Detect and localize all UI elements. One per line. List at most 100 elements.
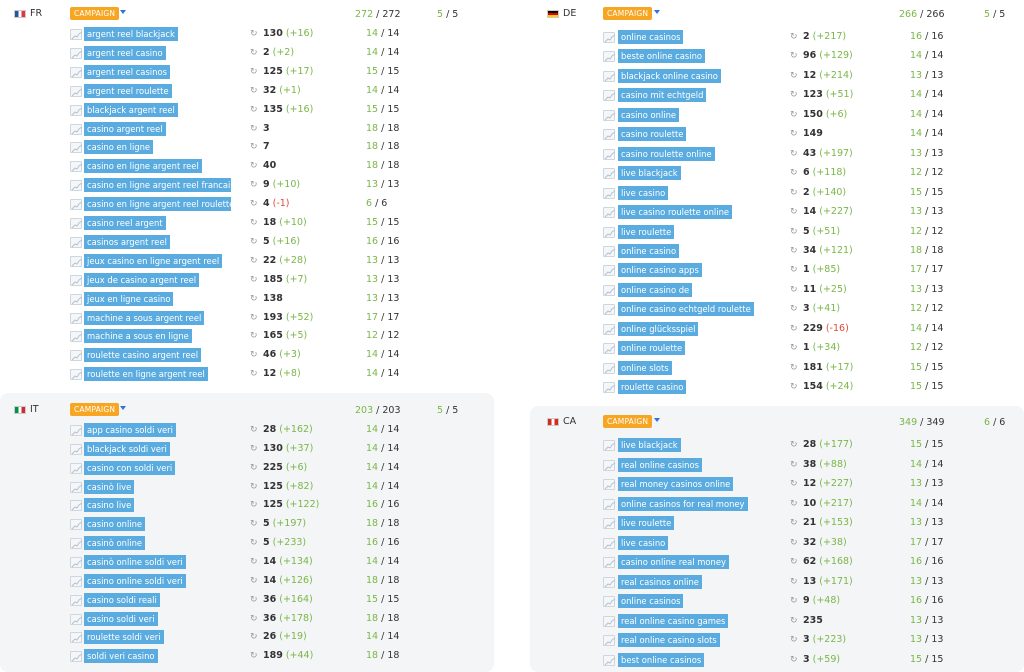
- refresh-icon[interactable]: ↻: [250, 274, 258, 285]
- refresh-icon[interactable]: ↻: [250, 425, 258, 435]
- trend-chart-icon[interactable]: [70, 29, 83, 40]
- keyword-label[interactable]: roulette soldi veri: [84, 630, 164, 645]
- campaign-dropdown-chevron-icon[interactable]: [120, 10, 126, 14]
- refresh-icon[interactable]: ↻: [250, 519, 258, 530]
- refresh-icon[interactable]: ↻: [250, 538, 258, 549]
- refresh-icon[interactable]: ↻: [250, 462, 258, 473]
- keyword-label[interactable]: app casino soldi veri: [84, 423, 176, 437]
- refresh-icon[interactable]: ↻: [250, 142, 258, 153]
- keyword-label[interactable]: live casino: [618, 535, 669, 550]
- refresh-icon[interactable]: ↻: [790, 654, 798, 665]
- refresh-icon[interactable]: ↻: [250, 575, 258, 586]
- trend-chart-icon[interactable]: [70, 425, 83, 436]
- keyword-label[interactable]: argent reel blackjack: [84, 27, 178, 41]
- refresh-icon[interactable]: ↻: [250, 236, 258, 247]
- keyword-label[interactable]: casino soldi reali: [84, 592, 160, 607]
- trend-chart-icon[interactable]: [603, 284, 616, 296]
- keyword-label[interactable]: live blackjack: [618, 438, 681, 452]
- keyword-label[interactable]: jeux casino en ligne argent reel: [84, 253, 223, 268]
- keyword-label[interactable]: live casino roulette online: [618, 205, 733, 220]
- trend-chart-icon[interactable]: [70, 331, 83, 343]
- refresh-icon[interactable]: ↻: [250, 443, 258, 454]
- refresh-icon[interactable]: ↻: [790, 207, 798, 218]
- trend-chart-icon[interactable]: [603, 362, 616, 374]
- keyword-label[interactable]: real online casinos: [618, 457, 702, 472]
- keyword-label[interactable]: real casinos online: [618, 574, 702, 589]
- trend-chart-icon[interactable]: [70, 47, 83, 59]
- trend-chart-icon[interactable]: [70, 293, 83, 305]
- trend-chart-icon[interactable]: [70, 236, 83, 248]
- keyword-label[interactable]: roulette casino argent reel: [84, 348, 202, 363]
- trend-chart-icon[interactable]: [603, 207, 616, 219]
- trend-chart-icon[interactable]: [603, 498, 616, 510]
- keyword-label[interactable]: blackjack argent reel: [84, 102, 178, 117]
- refresh-icon[interactable]: ↻: [250, 66, 258, 77]
- refresh-icon[interactable]: ↻: [790, 70, 798, 81]
- keyword-label[interactable]: casino reel argent: [84, 216, 166, 230]
- trend-chart-icon[interactable]: [603, 168, 616, 180]
- refresh-icon[interactable]: ↻: [790, 90, 798, 101]
- trend-chart-icon[interactable]: [70, 255, 83, 267]
- refresh-icon[interactable]: ↻: [790, 557, 798, 567]
- keyword-label[interactable]: casino online soldi veri: [84, 573, 186, 588]
- refresh-icon[interactable]: ↻: [250, 293, 258, 304]
- trend-chart-icon[interactable]: [603, 537, 616, 549]
- keyword-label[interactable]: casino online real money: [618, 555, 729, 569]
- refresh-icon[interactable]: ↻: [790, 245, 798, 256]
- refresh-icon[interactable]: ↻: [790, 343, 798, 354]
- refresh-icon[interactable]: ↻: [250, 218, 258, 228]
- refresh-icon[interactable]: ↻: [250, 123, 258, 134]
- refresh-icon[interactable]: ↻: [250, 29, 258, 39]
- refresh-icon[interactable]: ↻: [250, 500, 258, 511]
- refresh-icon[interactable]: ↻: [250, 199, 258, 210]
- refresh-icon[interactable]: ↻: [250, 180, 258, 191]
- campaign-tag[interactable]: CAMPAIGN: [70, 7, 120, 20]
- campaign-dropdown-chevron-icon[interactable]: [654, 418, 660, 422]
- refresh-icon[interactable]: ↻: [790, 362, 798, 373]
- keyword-label[interactable]: casino soldi veri: [84, 611, 158, 626]
- trend-chart-icon[interactable]: [70, 123, 83, 135]
- keyword-label[interactable]: jeux de casino argent reel: [84, 272, 200, 287]
- refresh-icon[interactable]: ↻: [250, 651, 258, 662]
- refresh-icon[interactable]: ↻: [250, 594, 258, 605]
- trend-chart-icon[interactable]: [603, 518, 616, 529]
- refresh-icon[interactable]: ↻: [790, 518, 798, 528]
- keyword-label[interactable]: blackjack online casino: [618, 68, 721, 83]
- refresh-icon[interactable]: ↻: [790, 576, 798, 587]
- trend-chart-icon[interactable]: [70, 180, 83, 192]
- keyword-label[interactable]: casino online: [618, 107, 680, 122]
- campaign-tag[interactable]: CAMPAIGN: [70, 403, 120, 416]
- trend-chart-icon[interactable]: [603, 615, 616, 627]
- refresh-icon[interactable]: ↻: [790, 168, 798, 179]
- refresh-icon[interactable]: ↻: [790, 635, 798, 645]
- refresh-icon[interactable]: ↻: [790, 382, 798, 393]
- trend-chart-icon[interactable]: [603, 479, 616, 490]
- keyword-label[interactable]: casino con soldi veri: [84, 460, 176, 475]
- keyword-label[interactable]: live roulette: [618, 516, 675, 530]
- trend-chart-icon[interactable]: [603, 245, 616, 257]
- keyword-label[interactable]: online casino de: [618, 282, 693, 297]
- keyword-label[interactable]: online casino echtgeld roulette: [618, 302, 754, 317]
- trend-chart-icon[interactable]: [603, 654, 616, 666]
- keyword-label[interactable]: real online casino games: [618, 613, 729, 628]
- refresh-icon[interactable]: ↻: [250, 613, 258, 624]
- keyword-label[interactable]: live casino: [618, 185, 669, 200]
- keyword-label[interactable]: live roulette: [618, 224, 675, 239]
- trend-chart-icon[interactable]: [603, 459, 616, 471]
- refresh-icon[interactable]: ↻: [790, 323, 798, 334]
- trend-chart-icon[interactable]: [603, 440, 616, 451]
- refresh-icon[interactable]: ↻: [250, 161, 258, 172]
- keyword-label[interactable]: roulette en ligne argent reel: [84, 367, 208, 382]
- refresh-icon[interactable]: ↻: [790, 284, 798, 295]
- trend-chart-icon[interactable]: [70, 462, 83, 474]
- trend-chart-icon[interactable]: [603, 265, 616, 277]
- trend-chart-icon[interactable]: [603, 51, 616, 63]
- campaign-tag[interactable]: CAMPAIGN: [603, 7, 653, 20]
- refresh-icon[interactable]: ↻: [790, 498, 798, 509]
- refresh-icon[interactable]: ↻: [790, 265, 798, 276]
- trend-chart-icon[interactable]: [603, 129, 616, 141]
- trend-chart-icon[interactable]: [70, 199, 83, 211]
- keyword-label[interactable]: casinò live: [84, 479, 135, 494]
- trend-chart-icon[interactable]: [603, 109, 616, 121]
- trend-chart-icon[interactable]: [603, 304, 616, 316]
